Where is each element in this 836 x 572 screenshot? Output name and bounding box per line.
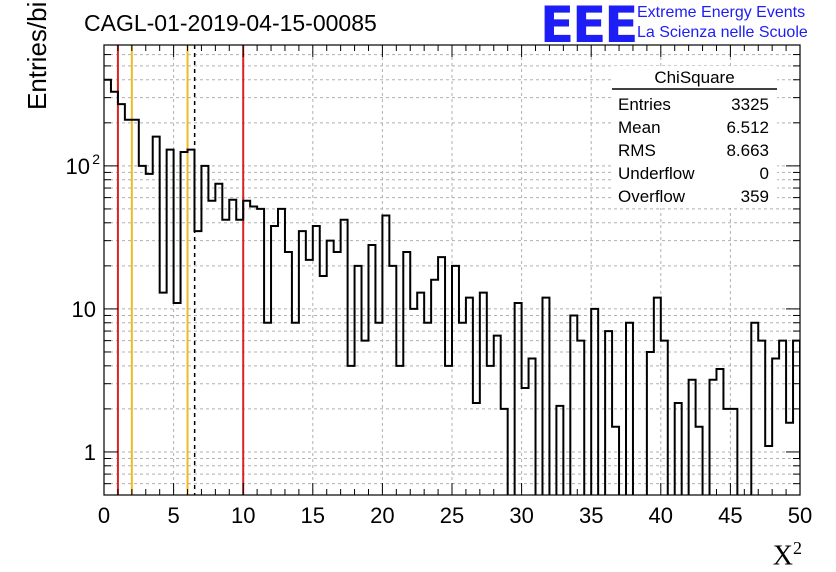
x-tick-label: 15 (301, 503, 325, 528)
x-tick-label: 20 (370, 503, 394, 528)
x-tick-label: 50 (788, 503, 812, 528)
stats-row-label: Mean (618, 118, 661, 137)
logo-line-2: La Scienza nelle Scuole (637, 24, 808, 41)
y-tick-label: 10 (72, 297, 96, 322)
x-tick-label: 25 (440, 503, 464, 528)
x-tick-label: 40 (649, 503, 673, 528)
x-tick-label: 30 (509, 503, 533, 528)
histogram-series (104, 78, 800, 495)
stats-row-value: 0 (760, 164, 769, 183)
stats-title: ChiSquare (654, 68, 734, 87)
stats-row-value: 3325 (731, 95, 769, 114)
stats-row-label: Overflow (618, 187, 686, 206)
y-tick-label-exponent: 2 (92, 151, 100, 167)
stats-row-label: Underflow (618, 164, 695, 183)
x-tick-label: 0 (98, 503, 110, 528)
stats-row-value: 8.663 (726, 141, 769, 160)
x-tick-label: 35 (579, 503, 603, 528)
stats-row-value: 6.512 (726, 118, 769, 137)
stats-row-value: 359 (741, 187, 769, 206)
y-tick-label: 1 (84, 440, 96, 465)
logo-line-1: Extreme Energy Events (637, 4, 806, 21)
stats-row-label: Entries (618, 95, 671, 114)
y-tick-label: 10 (66, 154, 90, 179)
x-tick-label: 10 (231, 503, 255, 528)
x-tick-label: 5 (167, 503, 179, 528)
run-title: CAGL-01-2019-04-15-00085 (84, 10, 377, 36)
x-tick-label: 45 (718, 503, 742, 528)
x-axis-label: X2 (772, 538, 802, 572)
stats-row-label: RMS (618, 141, 656, 160)
